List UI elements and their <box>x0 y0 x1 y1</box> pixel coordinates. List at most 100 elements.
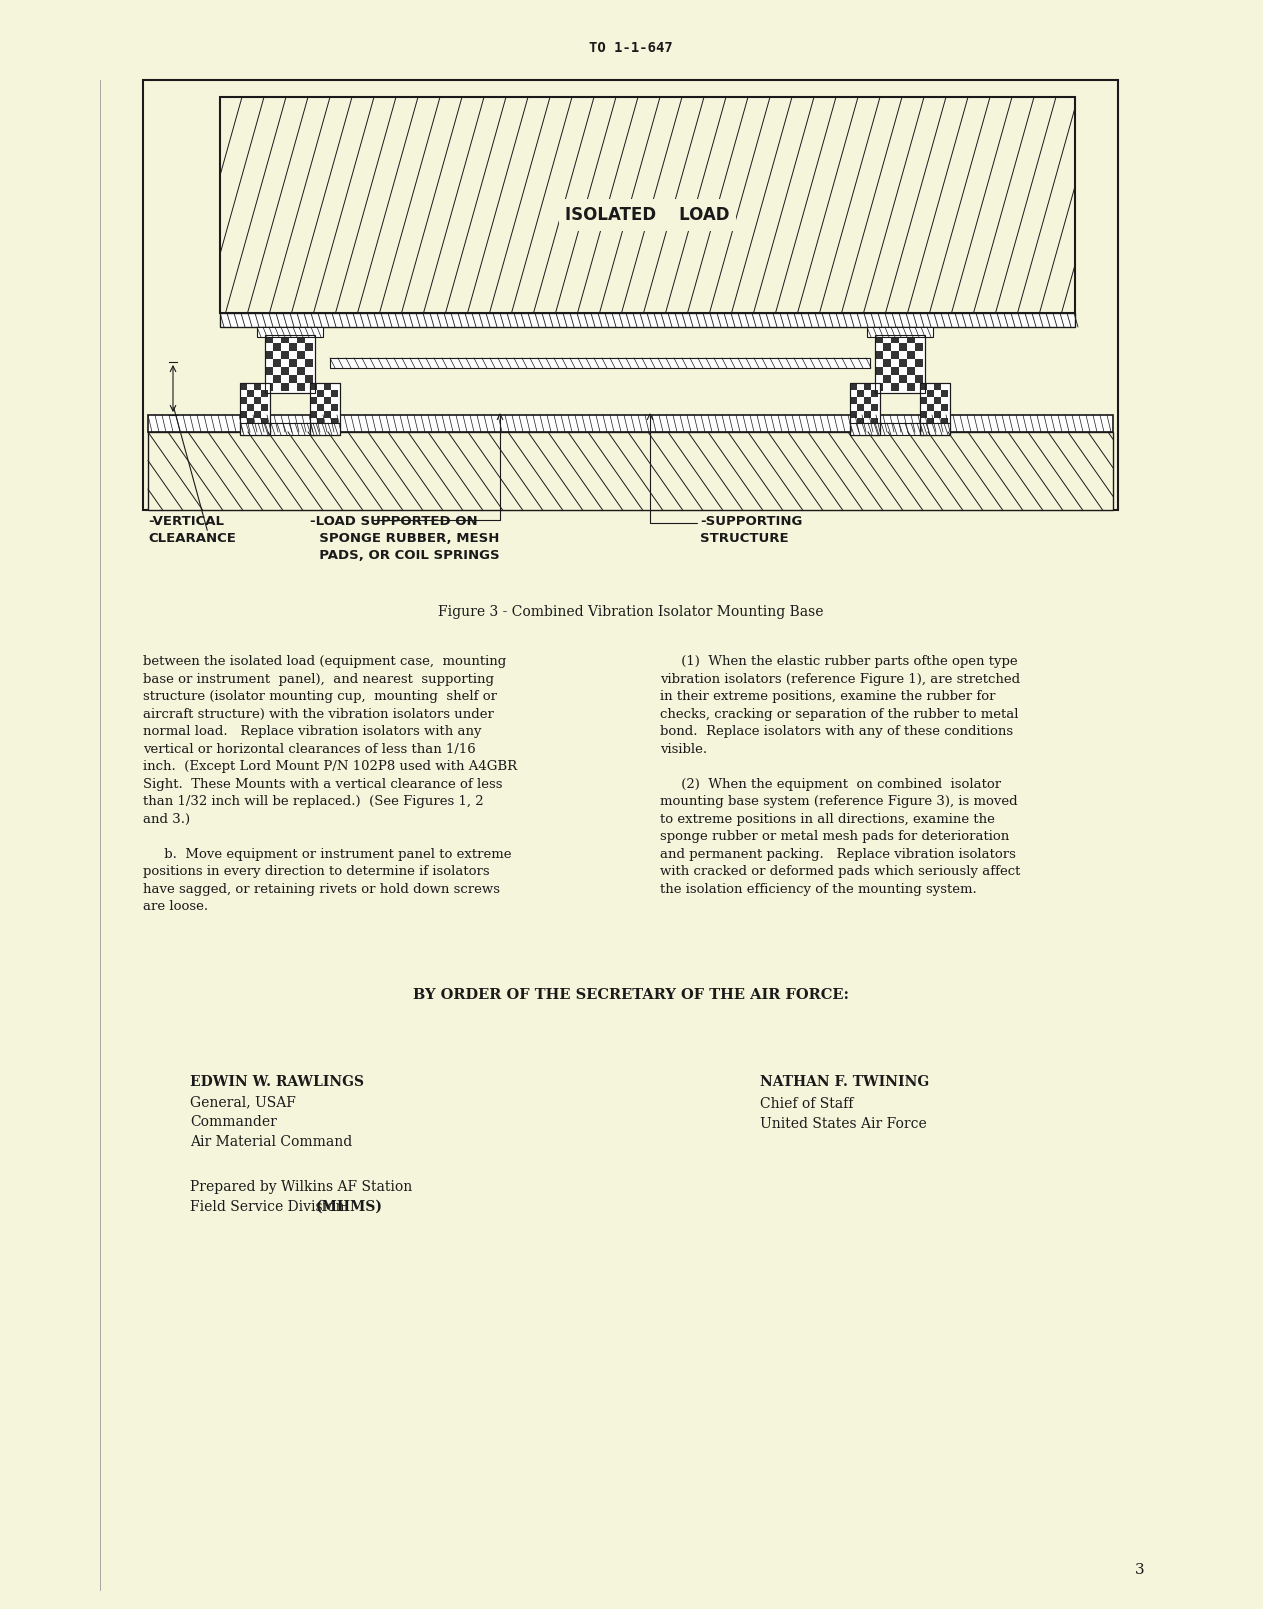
Bar <box>907 351 914 359</box>
Bar <box>265 423 314 434</box>
Text: Sight.  These Mounts with a vertical clearance of less: Sight. These Mounts with a vertical clea… <box>143 777 503 790</box>
Bar <box>325 425 331 431</box>
Bar <box>914 343 923 351</box>
Bar <box>309 383 340 434</box>
Text: TO 1-1-647: TO 1-1-647 <box>589 40 673 55</box>
Bar <box>927 418 935 425</box>
Bar <box>240 423 270 434</box>
Bar <box>850 410 858 418</box>
Text: United States Air Force: United States Air Force <box>760 1117 927 1131</box>
Bar <box>248 404 254 410</box>
Bar <box>265 367 273 375</box>
Bar <box>220 97 1075 314</box>
Bar <box>919 410 927 418</box>
Text: Field Service Division: Field Service Division <box>189 1200 349 1215</box>
Bar <box>941 404 949 410</box>
Text: sponge rubber or metal mesh pads for deterioration: sponge rubber or metal mesh pads for det… <box>661 830 1009 843</box>
Bar <box>265 335 314 393</box>
Bar <box>907 335 914 343</box>
Bar <box>304 375 313 383</box>
Bar <box>935 410 941 418</box>
Bar <box>297 367 304 375</box>
Bar <box>864 397 871 404</box>
Text: the isolation efficiency of the mounting system.: the isolation efficiency of the mounting… <box>661 882 976 896</box>
Bar <box>330 357 870 368</box>
Text: Prepared by Wilkins AF Station: Prepared by Wilkins AF Station <box>189 1179 412 1194</box>
Bar <box>280 335 289 343</box>
Bar <box>875 335 925 393</box>
Bar <box>240 425 248 431</box>
Bar <box>240 410 248 418</box>
Text: have sagged, or retaining rivets or hold down screws: have sagged, or retaining rivets or hold… <box>143 882 500 896</box>
Bar <box>273 375 280 383</box>
Text: b.  Move equipment or instrument panel to extreme: b. Move equipment or instrument panel to… <box>143 848 512 861</box>
Bar <box>864 410 871 418</box>
Bar <box>919 383 950 434</box>
Text: vertical or horizontal clearances of less than 1/16: vertical or horizontal clearances of les… <box>143 742 476 756</box>
Text: Figure 3 - Combined Vibration Isolator Mounting Base: Figure 3 - Combined Vibration Isolator M… <box>438 605 823 619</box>
Bar <box>907 383 914 391</box>
Bar <box>871 389 878 397</box>
Bar <box>850 383 880 434</box>
Text: checks, cracking or separation of the rubber to metal: checks, cracking or separation of the ru… <box>661 708 1018 721</box>
Text: inch.  (Except Lord Mount P/N 102P8 used with A4GBR: inch. (Except Lord Mount P/N 102P8 used … <box>143 759 517 772</box>
Bar <box>309 425 317 431</box>
Text: Air Material Command: Air Material Command <box>189 1134 352 1149</box>
Text: General, USAF: General, USAF <box>189 1096 296 1109</box>
Bar <box>261 389 268 397</box>
Bar <box>265 335 314 393</box>
Bar <box>875 351 883 359</box>
Text: and permanent packing.   Replace vibration isolators: and permanent packing. Replace vibration… <box>661 848 1015 861</box>
Bar <box>297 335 304 343</box>
Text: are loose.: are loose. <box>143 899 208 912</box>
Bar <box>331 418 338 425</box>
Bar <box>248 389 254 397</box>
Text: vibration isolators (reference Figure 1), are stretched: vibration isolators (reference Figure 1)… <box>661 673 1021 685</box>
Bar <box>317 418 325 425</box>
Bar <box>285 327 296 335</box>
Text: Chief of Staff: Chief of Staff <box>760 1097 854 1110</box>
Bar <box>317 389 325 397</box>
Bar <box>148 415 1113 431</box>
Text: NATHAN F. TWINING: NATHAN F. TWINING <box>760 1075 930 1089</box>
Bar <box>875 335 883 343</box>
Text: in their extreme positions, examine the rubber for: in their extreme positions, examine the … <box>661 690 995 703</box>
Bar <box>919 397 927 404</box>
Bar <box>883 343 890 351</box>
Bar <box>309 383 340 434</box>
Bar <box>914 359 923 367</box>
Bar <box>309 423 340 434</box>
Text: BY ORDER OF THE SECRETARY OF THE AIR FORCE:: BY ORDER OF THE SECRETARY OF THE AIR FOR… <box>413 988 849 1002</box>
Text: 3: 3 <box>1135 1562 1144 1577</box>
Bar <box>883 359 890 367</box>
Bar <box>850 397 858 404</box>
Bar <box>289 375 297 383</box>
Bar <box>261 418 268 425</box>
Bar <box>240 383 270 434</box>
Text: -SUPPORTING
STRUCTURE: -SUPPORTING STRUCTURE <box>700 515 802 545</box>
Bar <box>919 383 950 434</box>
Text: and 3.): and 3.) <box>143 813 191 825</box>
Bar <box>899 359 907 367</box>
Bar <box>875 383 883 391</box>
Bar <box>254 410 261 418</box>
Bar <box>864 425 871 431</box>
Bar <box>927 389 935 397</box>
Bar <box>309 410 317 418</box>
Bar <box>919 425 927 431</box>
Bar <box>899 375 907 383</box>
Bar <box>331 404 338 410</box>
Bar <box>143 80 1118 510</box>
Text: (2)  When the equipment  on combined  isolator: (2) When the equipment on combined isola… <box>661 777 1002 790</box>
Bar <box>941 418 949 425</box>
Text: visible.: visible. <box>661 742 707 756</box>
Bar <box>907 367 914 375</box>
Bar <box>850 383 880 434</box>
Bar <box>899 343 907 351</box>
Bar <box>325 397 331 404</box>
Bar <box>914 375 923 383</box>
Bar <box>919 383 927 389</box>
Text: to extreme positions in all directions, examine the: to extreme positions in all directions, … <box>661 813 995 825</box>
Bar <box>883 375 890 383</box>
Bar <box>935 383 941 389</box>
